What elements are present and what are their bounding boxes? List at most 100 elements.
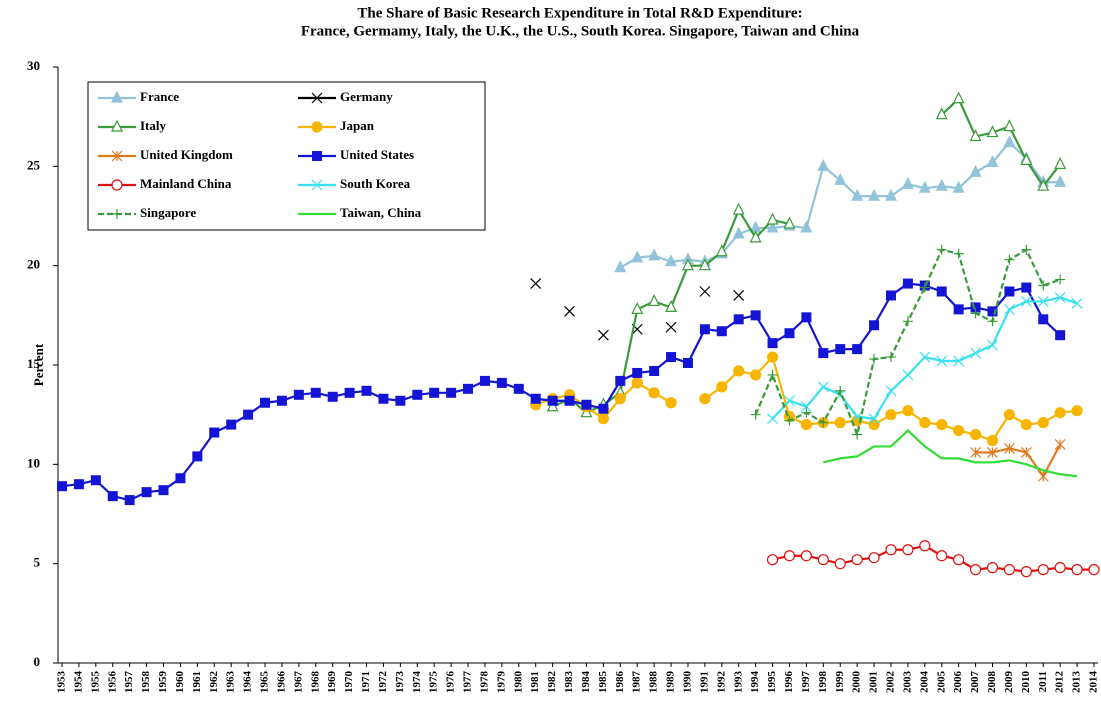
- x-tick-label: 1953: [56, 671, 68, 694]
- marker: [767, 369, 778, 380]
- x-tick-label: 2004: [918, 671, 930, 694]
- marker: [681, 258, 694, 271]
- marker: [885, 409, 897, 421]
- marker: [715, 244, 728, 257]
- marker: [1037, 296, 1049, 307]
- marker: [1004, 254, 1015, 265]
- marker: [818, 348, 829, 359]
- marker: [1037, 178, 1050, 191]
- x-tick-label: 1997: [800, 671, 812, 694]
- x-tick-label: 1985: [597, 671, 609, 694]
- x-tick-label: 1975: [428, 671, 440, 694]
- marker: [631, 377, 643, 389]
- x-tick-label: 2014: [1088, 671, 1100, 694]
- marker: [73, 479, 84, 490]
- marker: [1054, 174, 1067, 187]
- marker: [902, 405, 914, 417]
- marker: [1003, 119, 1016, 132]
- marker: [919, 417, 931, 429]
- marker: [1054, 407, 1066, 419]
- x-tick-label: 1972: [377, 671, 389, 694]
- y-tick-label: 15: [27, 356, 41, 371]
- marker: [800, 550, 812, 562]
- marker: [1003, 409, 1016, 421]
- marker: [598, 403, 609, 414]
- marker: [615, 375, 626, 386]
- marker: [530, 278, 542, 289]
- marker: [1020, 446, 1032, 458]
- marker: [952, 180, 965, 193]
- marker: [936, 419, 948, 431]
- marker: [970, 347, 981, 359]
- marker: [885, 290, 896, 301]
- marker: [1021, 282, 1032, 293]
- marker: [1020, 419, 1032, 431]
- marker: [631, 250, 644, 263]
- marker: [1038, 280, 1049, 291]
- x-tick-label: 1971: [360, 671, 372, 693]
- marker: [970, 446, 981, 458]
- marker: [699, 286, 711, 297]
- marker: [767, 413, 778, 425]
- x-tick-label: 1955: [89, 671, 101, 694]
- x-tick-label: 2011: [1037, 671, 1049, 692]
- marker: [1003, 303, 1015, 315]
- marker: [479, 375, 490, 386]
- x-tick-label: 1962: [208, 671, 220, 694]
- x-tick-label: 2012: [1054, 671, 1066, 694]
- chart-title: The Share of Basic Research Expenditure …: [357, 5, 802, 21]
- x-tick-label: 2002: [885, 671, 897, 694]
- marker: [953, 248, 964, 259]
- marker: [784, 328, 795, 339]
- marker: [936, 355, 948, 367]
- marker: [614, 260, 627, 273]
- legend-label: France: [140, 89, 179, 104]
- x-tick-label: 1999: [834, 671, 846, 694]
- legend-label: United Kingdom: [140, 147, 233, 162]
- marker: [226, 419, 237, 430]
- y-tick-label: 25: [27, 157, 41, 172]
- x-tick-label: 1968: [309, 671, 321, 694]
- marker: [1003, 135, 1016, 148]
- marker: [209, 427, 220, 438]
- marker: [987, 316, 998, 327]
- legend-label: Japan: [340, 118, 375, 133]
- marker: [412, 389, 423, 400]
- marker: [57, 481, 67, 492]
- marker: [953, 304, 964, 315]
- x-tick-label: 1970: [343, 671, 355, 694]
- marker: [885, 544, 897, 556]
- legend-marker: [111, 150, 123, 162]
- legend-marker: [111, 119, 123, 132]
- legend-marker: [312, 151, 322, 161]
- marker: [834, 558, 846, 570]
- marker: [665, 300, 678, 312]
- marker: [783, 216, 796, 229]
- legend-label: South Korea: [340, 176, 411, 191]
- marker: [885, 352, 896, 363]
- marker: [902, 278, 913, 289]
- marker: [733, 314, 744, 325]
- marker: [733, 365, 745, 377]
- marker: [1004, 286, 1015, 297]
- marker: [378, 393, 389, 404]
- marker: [1020, 566, 1032, 578]
- x-tick-label: 1958: [140, 671, 152, 694]
- marker: [919, 351, 931, 363]
- marker: [869, 354, 880, 365]
- series-line: [552, 96, 1062, 414]
- marker: [918, 180, 931, 193]
- x-tick-label: 1993: [732, 671, 744, 694]
- legend-marker: [311, 179, 323, 191]
- legend-label: Singapore: [140, 205, 196, 220]
- x-tick-label: 1977: [462, 671, 474, 694]
- marker: [107, 491, 118, 502]
- marker: [597, 329, 609, 341]
- marker: [648, 387, 660, 399]
- marker: [344, 387, 355, 398]
- marker: [902, 544, 914, 556]
- marker: [784, 415, 795, 426]
- marker: [952, 91, 965, 104]
